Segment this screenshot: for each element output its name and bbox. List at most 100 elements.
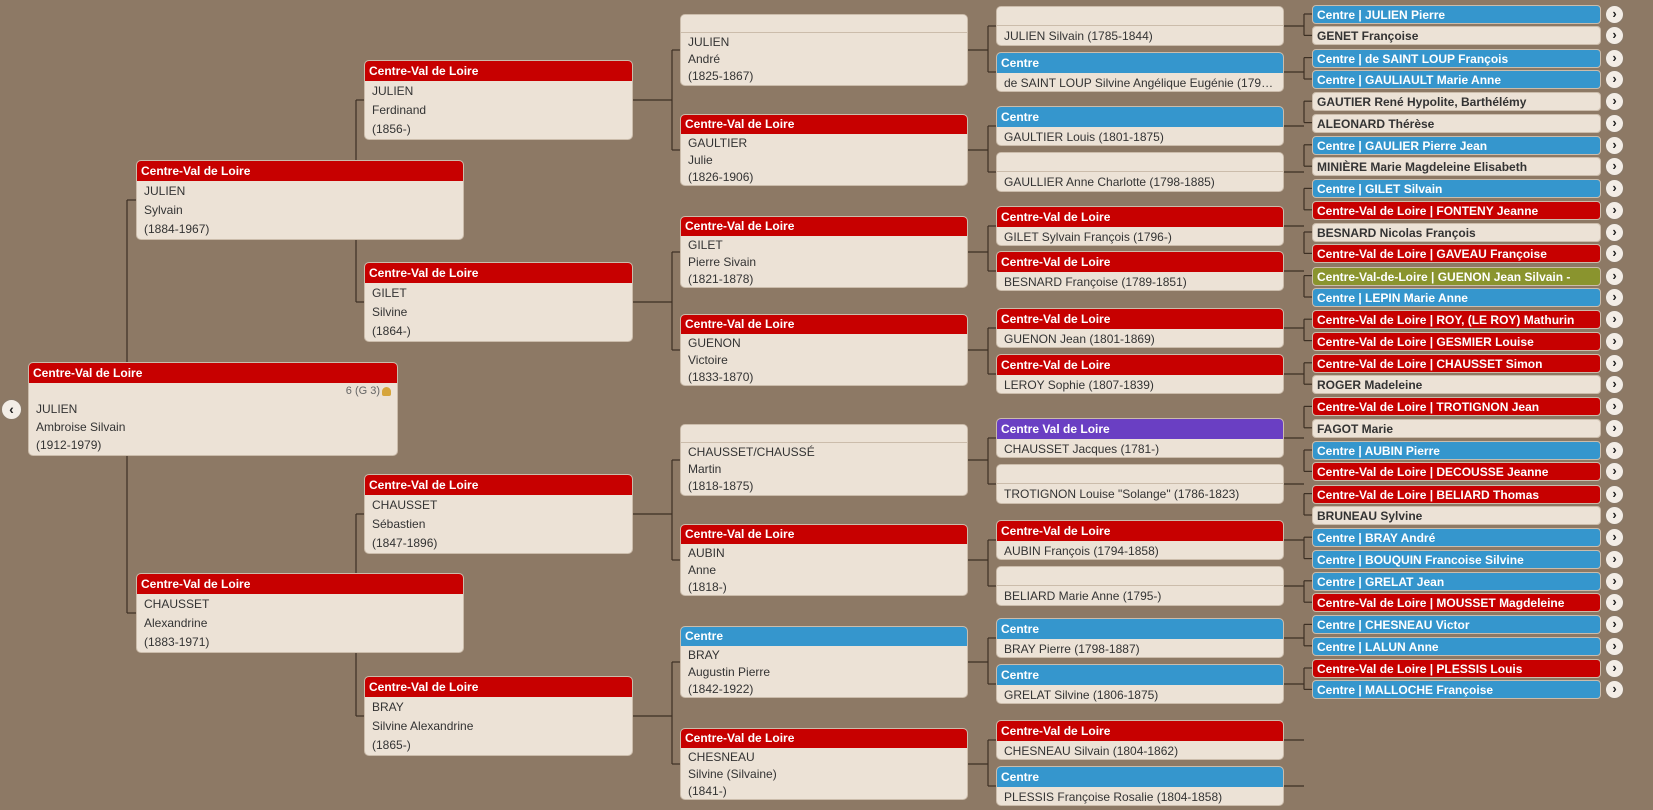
back-button[interactable]: ‹	[1, 399, 22, 420]
expand-arrow-icon[interactable]: ›	[1605, 528, 1624, 548]
ancestor-link[interactable]: Centre | GAULIER Pierre Jean	[1312, 135, 1601, 155]
person-card[interactable]: Centre-Val de Loire GILET Pierre Sivain (18…	[680, 216, 968, 288]
person-card[interactable]: JULIEN André (1825-1867)	[680, 14, 968, 86]
person-card[interactable]: Centre BRAY Pierre (1798-1887)	[996, 618, 1284, 658]
expand-arrow-icon[interactable]: ›	[1605, 441, 1624, 460]
ancestor-link[interactable]: Centre | CHESNEAU Victor	[1312, 615, 1601, 635]
expand-arrow-icon[interactable]: ›	[1605, 48, 1624, 68]
person-card[interactable]: JULIEN Silvain (1785-1844)	[996, 6, 1284, 46]
ancestor-link[interactable]: BESNARD Nicolas François	[1312, 223, 1601, 242]
expand-arrow-icon[interactable]: ›	[1605, 70, 1624, 89]
ancestor-link[interactable]: GAUTIER René Hypolite, Barthélémy	[1312, 92, 1601, 112]
person-card[interactable]: Centre Val de Loire CHAUSSET Jacques (178…	[996, 418, 1284, 458]
region-header-empty	[997, 7, 1283, 26]
life-dates: (1821-1878)	[688, 272, 754, 286]
expand-arrow-icon[interactable]: ›	[1605, 549, 1624, 569]
surname: AUBIN	[688, 546, 725, 560]
ancestor-link[interactable]: Centre-Val de Loire | GESMIER Louise	[1312, 331, 1601, 351]
expand-arrow-icon[interactable]: ›	[1605, 615, 1624, 635]
ancestor-link[interactable]: Centre | AUBIN Pierre	[1312, 441, 1601, 460]
expand-arrow-icon[interactable]: ›	[1605, 288, 1624, 307]
person-card[interactable]: Centre-Val de Loire JULIEN Ferdinand (1856-…	[364, 60, 633, 140]
ancestor-link[interactable]: Centre | JULIEN Pierre	[1312, 5, 1601, 24]
expand-arrow-icon[interactable]: ›	[1605, 5, 1624, 24]
ancestor-link[interactable]: Centre-Val de Loire | BELIARD Thomas	[1312, 484, 1601, 504]
ancestor-link[interactable]: Centre | BOUQUIN Francoise Silvine	[1312, 549, 1601, 569]
expand-arrow-icon[interactable]: ›	[1605, 244, 1624, 264]
ancestor-link[interactable]: Centre-Val de Loire | PLESSIS Louis	[1312, 659, 1601, 678]
expand-arrow-icon[interactable]: ›	[1605, 593, 1624, 613]
ancestor-link[interactable]: MINIÈRE Marie Magdeleine Elisabeth	[1312, 157, 1601, 177]
ancestor-link[interactable]: FAGOT Marie	[1312, 418, 1601, 438]
person-card[interactable]: Centre GAULTIER Louis (1801-1875)	[996, 106, 1284, 146]
person-card[interactable]: Centre-Val de Loire CHESNEAU Silvain (180…	[996, 720, 1284, 760]
person-card[interactable]: Centre-Val de Loire GILET Silvine (1864-)	[364, 262, 633, 342]
ancestor-link[interactable]: Centre | MALLOCHE Françoise	[1312, 680, 1601, 700]
ancestor-link[interactable]: Centre-Val de Loire | GAVEAU Françoise	[1312, 244, 1601, 264]
expand-arrow-icon[interactable]: ›	[1605, 157, 1624, 177]
person-card[interactable]: Centre BRAY Augustin Pierre (1842-1922)	[680, 626, 968, 698]
person-card[interactable]: Centre-Val de Loire JULIEN Sylvain (1884-19…	[136, 160, 464, 240]
ancestor-link[interactable]: ROGER Madeleine	[1312, 375, 1601, 395]
expand-arrow-icon[interactable]: ›	[1605, 375, 1624, 395]
expand-arrow-icon[interactable]: ›	[1605, 680, 1624, 700]
person-card[interactable]: Centre de SAINT LOUP Silvine Angélique Eu…	[996, 52, 1284, 92]
person-card[interactable]: Centre-Val de Loire CHAUSSET Sébastien (184…	[364, 474, 633, 554]
region-header: Centre-Val de Loire	[137, 574, 463, 594]
person-card[interactable]: Centre-Val de Loire AUBIN Anne (1818-)	[680, 524, 968, 596]
expand-arrow-icon[interactable]: ›	[1605, 113, 1624, 133]
person-card[interactable]: Centre-Val de Loire GILET Sylvain Françoi…	[996, 206, 1284, 246]
ancestor-link[interactable]: Centre-Val de Loire | ROY, (LE ROY) Math…	[1312, 310, 1601, 330]
ancestor-link[interactable]: GENET Françoise	[1312, 26, 1601, 46]
expand-arrow-icon[interactable]: ›	[1605, 200, 1624, 220]
person-card[interactable]: CHAUSSET/CHAUSSÉ Martin (1818-1875)	[680, 424, 968, 496]
expand-arrow-icon[interactable]: ›	[1605, 506, 1624, 525]
expand-arrow-icon[interactable]: ›	[1605, 636, 1624, 656]
person-card[interactable]: Centre-Val de Loire BRAY Silvine Alexandri…	[364, 676, 633, 756]
expand-arrow-icon[interactable]: ›	[1605, 135, 1624, 155]
person-card[interactable]: BELIARD Marie Anne (1795-)	[996, 566, 1284, 606]
ancestor-link[interactable]: Centre-Val de Loire | CHAUSSET Simon	[1312, 353, 1601, 373]
ancestor-link[interactable]: ALEONARD Thérèse	[1312, 113, 1601, 133]
expand-arrow-icon[interactable]: ›	[1605, 179, 1624, 199]
expand-arrow-icon[interactable]: ›	[1605, 266, 1624, 286]
person-card[interactable]: Centre-Val de Loire LEROY Sophie (1807-18…	[996, 354, 1284, 394]
expand-arrow-icon[interactable]: ›	[1605, 462, 1624, 482]
expand-arrow-icon[interactable]: ›	[1605, 223, 1624, 242]
ancestor-link[interactable]: Centre | de SAINT LOUP François	[1312, 48, 1601, 68]
person-card[interactable]: Centre-Val de Loire CHAUSSET Alexandrine (1…	[136, 573, 464, 653]
person-card[interactable]: Centre-Val de Loire 6 (G 3) JULIEN Ambroise…	[28, 362, 398, 456]
expand-arrow-icon[interactable]: ›	[1605, 353, 1624, 373]
ancestor-link[interactable]: BRUNEAU Sylvine	[1312, 506, 1601, 525]
expand-arrow-icon[interactable]: ›	[1605, 310, 1624, 330]
person-card[interactable]: TROTIGNON Louise "Solange" (1786-1823)	[996, 464, 1284, 504]
ancestor-link[interactable]: Centre-Val de Loire | TROTIGNON Jean	[1312, 397, 1601, 417]
person-card[interactable]: Centre-Val de Loire GUENON Victoire (1833-1…	[680, 314, 968, 386]
ancestor-link[interactable]: Centre-Val-de-Loire | GUENON Jean Silvai…	[1312, 266, 1601, 286]
person-card[interactable]: Centre-Val de Loire CHESNEAU Silvine (Silv…	[680, 728, 968, 800]
ancestor-link[interactable]: Centre | GRELAT Jean	[1312, 571, 1601, 591]
ancestor-link[interactable]: Centre | GAULIAULT Marie Anne	[1312, 70, 1601, 89]
person-card[interactable]: Centre-Val de Loire AUBIN François (1794-…	[996, 520, 1284, 560]
expand-arrow-icon[interactable]: ›	[1605, 397, 1624, 417]
ancestor-link[interactable]: Centre-Val de Loire | FONTENY Jeanne	[1312, 200, 1601, 220]
expand-arrow-icon[interactable]: ›	[1605, 331, 1624, 351]
person-card[interactable]: Centre-Val de Loire GAULTIER Julie (1826-19…	[680, 114, 968, 186]
expand-arrow-icon[interactable]: ›	[1605, 571, 1624, 591]
ancestor-link[interactable]: Centre | GILET Silvain	[1312, 179, 1601, 199]
person-card[interactable]: Centre PLESSIS Françoise Rosalie (1804-18…	[996, 766, 1284, 806]
person-card[interactable]: Centre-Val de Loire GUENON Jean (1801-186…	[996, 308, 1284, 348]
ancestor-link[interactable]: Centre-Val de Loire | DECOUSSE Jeanne	[1312, 462, 1601, 482]
person-card[interactable]: GAULLIER Anne Charlotte (1798-1885)	[996, 152, 1284, 192]
expand-arrow-icon[interactable]: ›	[1605, 418, 1624, 438]
expand-arrow-icon[interactable]: ›	[1605, 659, 1624, 678]
ancestor-link[interactable]: Centre | BRAY André	[1312, 528, 1601, 548]
ancestor-link[interactable]: Centre-Val de Loire | MOUSSET Magdeleine	[1312, 593, 1601, 613]
ancestor-link[interactable]: Centre | LEPIN Marie Anne	[1312, 288, 1601, 307]
person-card[interactable]: Centre GRELAT Silvine (1806-1875)	[996, 664, 1284, 704]
ancestor-link[interactable]: Centre | LALUN Anne	[1312, 636, 1601, 656]
expand-arrow-icon[interactable]: ›	[1605, 26, 1624, 46]
expand-arrow-icon[interactable]: ›	[1605, 92, 1624, 112]
person-card[interactable]: Centre-Val de Loire BESNARD Françoise (17…	[996, 251, 1284, 291]
expand-arrow-icon[interactable]: ›	[1605, 484, 1624, 504]
